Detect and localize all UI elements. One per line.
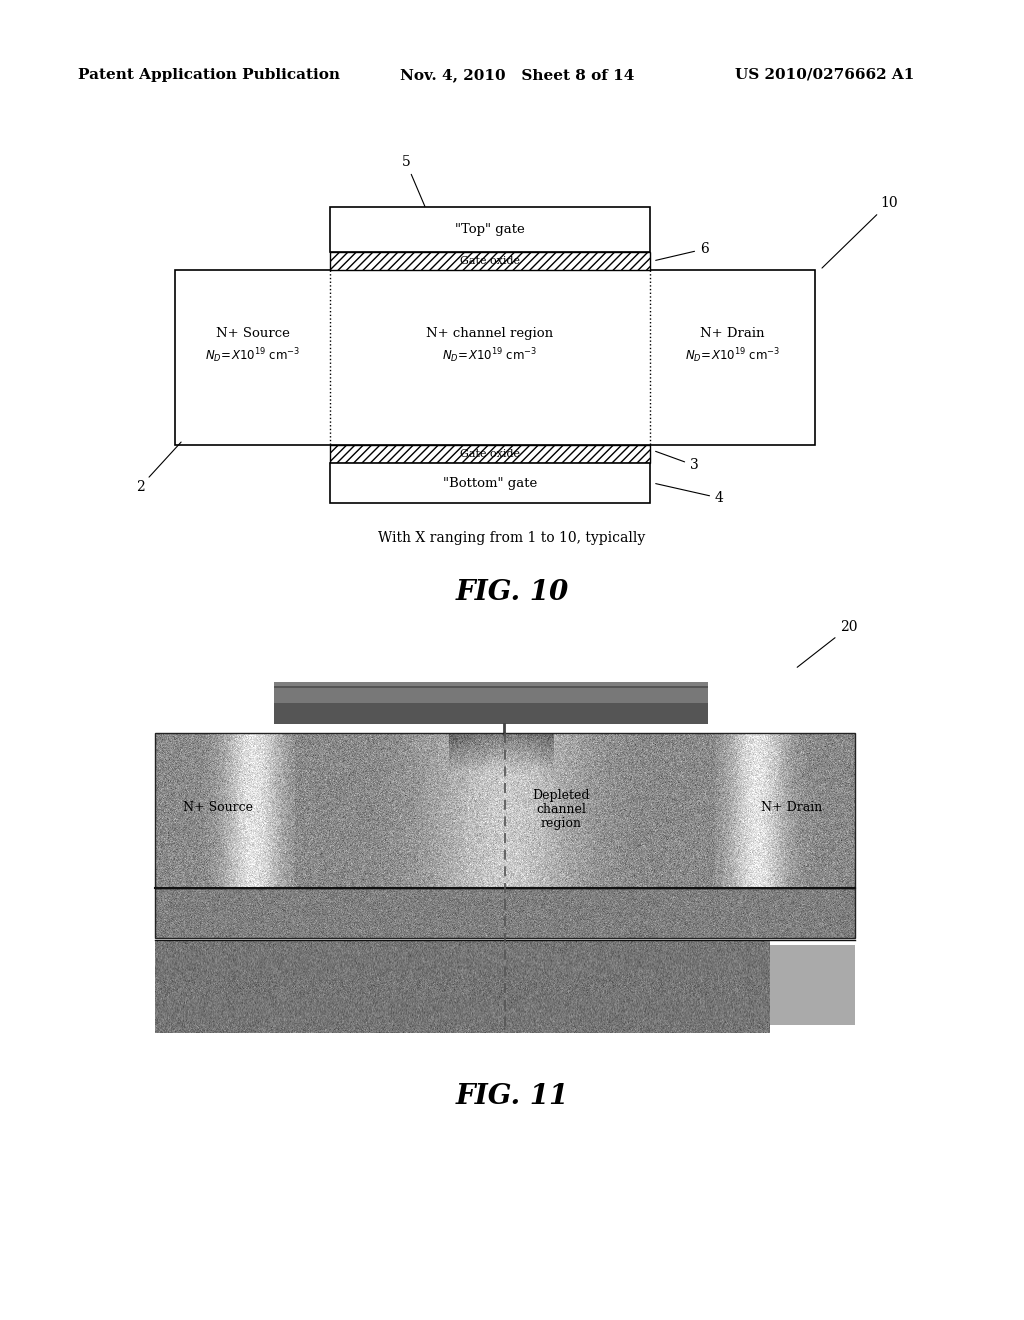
Text: $N_D\!=\!X10^{19}\ \mathrm{cm}^{-3}$: $N_D\!=\!X10^{19}\ \mathrm{cm}^{-3}$ [442, 346, 538, 364]
Text: N+ Drain: N+ Drain [762, 801, 822, 814]
Text: "Top" gate: "Top" gate [455, 223, 525, 236]
Bar [330, 252, 650, 271]
Text: 2: 2 [135, 442, 181, 494]
Text: N+ channel region: N+ channel region [426, 327, 554, 341]
Text: Gate oxide: Gate oxide [460, 449, 520, 459]
Bar [155, 888, 855, 939]
Text: With X ranging from 1 to 10, typically: With X ranging from 1 to 10, typically [379, 531, 645, 545]
Text: FIG. 10: FIG. 10 [456, 579, 568, 606]
Text: Patent Application Publication: Patent Application Publication [78, 69, 340, 82]
Text: N+ Source: N+ Source [216, 327, 290, 341]
Bar [274, 682, 708, 686]
Text: $N_D\!=\!X10^{19}\ \mathrm{cm}^{-3}$: $N_D\!=\!X10^{19}\ \mathrm{cm}^{-3}$ [205, 346, 300, 364]
Text: Nov. 4, 2010   Sheet 8 of 14: Nov. 4, 2010 Sheet 8 of 14 [400, 69, 635, 82]
Text: 10: 10 [822, 195, 898, 268]
Bar [175, 271, 815, 445]
Bar [770, 945, 855, 1026]
Text: 6: 6 [655, 242, 709, 260]
Text: 3: 3 [655, 451, 698, 473]
Text: US 2010/0276662 A1: US 2010/0276662 A1 [735, 69, 914, 82]
Text: "Bottom" gate: "Bottom" gate [442, 477, 538, 490]
Text: 4: 4 [655, 483, 724, 506]
Text: Gate oxide: Gate oxide [460, 256, 520, 267]
Bar [330, 207, 650, 252]
Bar [155, 733, 855, 888]
Text: region: region [541, 817, 582, 830]
Text: 20: 20 [798, 620, 857, 668]
Bar [330, 463, 650, 503]
Bar [330, 445, 650, 463]
Text: $N_D\!=\!X10^{19}\ \mathrm{cm}^{-3}$: $N_D\!=\!X10^{19}\ \mathrm{cm}^{-3}$ [685, 346, 780, 364]
Text: N+ Source: N+ Source [183, 801, 253, 814]
Text: N+ Drain: N+ Drain [700, 327, 765, 341]
Text: 5: 5 [401, 154, 425, 206]
Text: FIG. 11: FIG. 11 [456, 1082, 568, 1110]
Text: Depleted: Depleted [532, 789, 590, 803]
Text: channel: channel [536, 804, 586, 816]
Bar [274, 682, 708, 723]
Bar [274, 688, 708, 704]
